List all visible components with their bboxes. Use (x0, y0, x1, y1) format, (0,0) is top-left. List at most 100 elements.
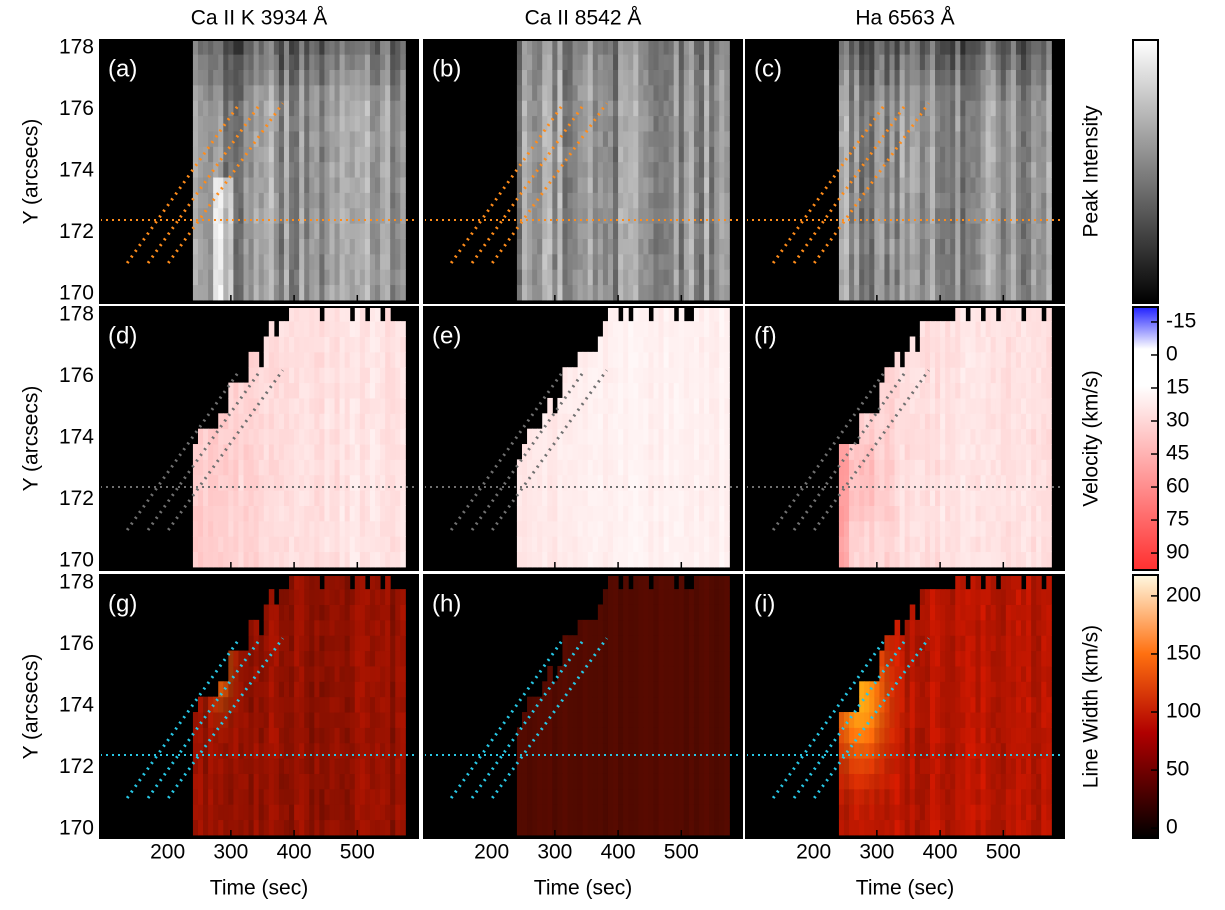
heatmap-cell (395, 269, 401, 285)
heatmap-cell (299, 383, 305, 399)
heatmap-cell (996, 521, 1002, 537)
heatmap-cell (517, 743, 523, 759)
panel (100, 40, 418, 303)
heatmap-cell (679, 367, 685, 383)
heatmap-cell (1016, 177, 1022, 193)
heatmap-cell (203, 727, 209, 743)
heatmap-cell (233, 681, 239, 697)
heatmap-cell (345, 238, 351, 254)
heatmap-cell (864, 285, 870, 301)
heatmap-cell (370, 238, 376, 254)
heatmap-cell (618, 69, 624, 85)
heatmap-cell (844, 85, 850, 101)
heatmap-cell (714, 269, 720, 285)
heatmap-cell (704, 321, 710, 337)
heatmap-cell (669, 162, 675, 178)
heatmap-cell (694, 505, 700, 521)
heatmap-cell (699, 536, 705, 552)
heatmap-cell (593, 223, 599, 239)
heatmap-cell (304, 804, 310, 820)
heatmap-cell (537, 758, 543, 774)
heatmap-cell (309, 238, 315, 254)
heatmap-cell (890, 177, 896, 193)
heatmap-cell (319, 743, 325, 759)
heatmap-cell (208, 505, 214, 521)
heatmap-cell (669, 536, 675, 552)
heatmap-cell (395, 820, 401, 836)
heatmap-cell (269, 459, 275, 475)
heatmap-cell (844, 536, 850, 552)
heatmap-cell (935, 192, 941, 208)
heatmap-cell (309, 575, 315, 590)
heatmap-cell (375, 336, 381, 352)
heatmap-cell (709, 285, 715, 301)
heatmap-cell (299, 490, 305, 506)
heatmap-cell (583, 116, 589, 132)
heatmap-cell (537, 269, 543, 285)
heatmap-cell (991, 398, 997, 414)
heatmap-cell (890, 367, 896, 383)
heatmap-cell (213, 789, 219, 805)
heatmap-cell (259, 269, 265, 285)
heatmap-cell (562, 285, 568, 301)
heatmap-cell (955, 552, 961, 568)
heatmap-cell (890, 116, 896, 132)
heatmap-cell (643, 521, 649, 537)
heatmap-cell (714, 307, 720, 322)
heatmap-cell (991, 336, 997, 352)
heatmap-cell (335, 367, 341, 383)
heatmap-cell (945, 521, 951, 537)
heatmap-cell (360, 383, 366, 399)
heatmap-cell (1011, 223, 1017, 239)
heatmap-cell (360, 254, 366, 270)
heatmap-cell (900, 444, 906, 460)
heatmap-cell (360, 620, 366, 636)
heatmap-cell (1021, 238, 1027, 254)
heatmap-cell (1031, 367, 1037, 383)
heatmap-cell (269, 475, 275, 491)
heatmap-cell (274, 413, 280, 429)
heatmap-cell (598, 475, 604, 491)
heatmap-cell (664, 475, 670, 491)
heatmap-cell (562, 162, 568, 178)
heatmap-cell (849, 505, 855, 521)
heatmap-cell (1011, 475, 1017, 491)
heatmap-cell (233, 54, 239, 70)
heatmap-cell (345, 505, 351, 521)
heatmap-cell (689, 367, 695, 383)
heatmap-cell (653, 100, 659, 116)
heatmap-cell (643, 54, 649, 70)
heatmap-cell (375, 773, 381, 789)
heatmap-cell (299, 651, 305, 667)
heatmap-cell (568, 521, 574, 537)
heatmap-cell (940, 459, 946, 475)
heatmap-cell (385, 367, 391, 383)
heatmap-cell (1026, 413, 1032, 429)
heatmap-cell (213, 521, 219, 537)
heatmap-cell (950, 40, 956, 55)
heatmap-cell (578, 162, 584, 178)
heatmap-cell (345, 490, 351, 506)
heatmap-cell (319, 620, 325, 636)
heatmap-cell (905, 254, 911, 270)
heatmap-cell (324, 743, 330, 759)
heatmap-cell (244, 269, 250, 285)
heatmap-cell (628, 40, 634, 55)
heatmap-cell (679, 475, 685, 491)
heatmap-cell (674, 269, 680, 285)
heatmap-cell (365, 321, 371, 337)
heatmap-cell (628, 85, 634, 101)
heatmap-cell (218, 100, 224, 116)
heatmap-cell (400, 697, 406, 713)
heatmap-cell (573, 40, 579, 55)
heatmap-cell (568, 85, 574, 101)
heatmap-cell (532, 773, 538, 789)
heatmap-cell (588, 490, 594, 506)
heatmap-cell (684, 521, 690, 537)
heatmap-cell (562, 804, 568, 820)
heatmap-cell (965, 383, 971, 399)
heatmap-cell (254, 40, 260, 55)
heatmap-cell (1006, 367, 1012, 383)
heatmap-cell (1006, 444, 1012, 460)
heatmap-cell (981, 192, 987, 208)
